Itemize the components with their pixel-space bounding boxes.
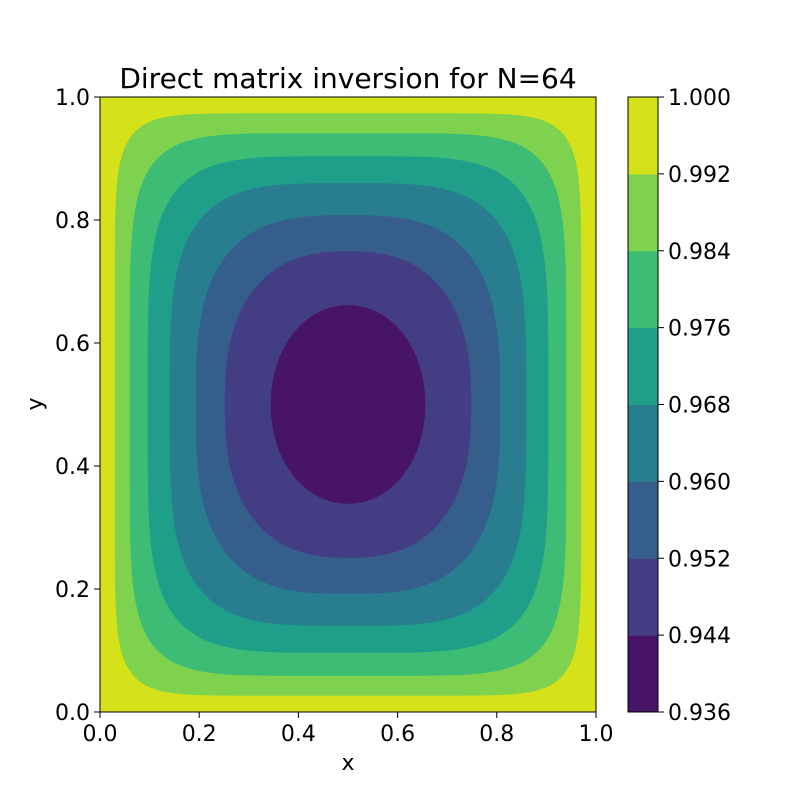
- colorbar-tick-label: 0.968: [668, 394, 731, 419]
- colorbar-tick-label: 0.984: [668, 240, 731, 265]
- x-tick-label: 0.8: [479, 722, 514, 747]
- colorbar-segments: [628, 97, 658, 713]
- x-axis-label: x: [341, 751, 354, 776]
- colorbar-segment: [628, 481, 658, 559]
- y-tick-label: 0.8: [55, 209, 90, 234]
- plot-area: [99, 96, 597, 713]
- contour-band-7: [270, 305, 426, 504]
- y-tick-label: 1.0: [55, 86, 90, 111]
- chart-title: Direct matrix inversion for N=64: [119, 62, 576, 95]
- colorbar-segment: [628, 97, 658, 175]
- y-tick-label: 0.4: [55, 455, 90, 480]
- colorbar-segment: [628, 173, 658, 252]
- colorbar-segment: [628, 404, 658, 482]
- colorbar-tick-label: 1.000: [668, 86, 731, 111]
- colorbar-tick-label: 0.976: [668, 317, 731, 342]
- colorbar-tick-label: 0.992: [668, 163, 731, 188]
- colorbar-segment: [628, 635, 658, 713]
- colorbar-tick-label: 0.960: [668, 470, 731, 495]
- colorbar-tick-label: 0.944: [668, 624, 731, 649]
- colorbar-segment: [628, 327, 658, 405]
- colorbar-segment: [628, 558, 658, 636]
- x-tick-label: 0.0: [83, 722, 118, 747]
- plot-frame: [99, 96, 597, 713]
- contour-bands: [114, 113, 582, 696]
- y-axis-ticks: 0.0 0.2 0.4 0.6 0.8 1.0: [55, 86, 100, 726]
- x-tick-label: 0.2: [182, 722, 217, 747]
- y-tick-label: 0.2: [55, 578, 90, 603]
- x-tick-label: 0.4: [281, 722, 316, 747]
- x-axis-ticks: 0.0 0.2 0.4 0.6 0.8 1.0: [83, 712, 614, 747]
- colorbar: 0.936 0.944 0.952 0.960 0.968 0.976 0.984 0.992…: [627, 86, 731, 726]
- y-axis-label: y: [23, 397, 48, 410]
- colorbar-segment: [628, 250, 658, 329]
- colorbar-tick-label: 0.936: [668, 701, 731, 726]
- x-tick-label: 1.0: [579, 722, 614, 747]
- y-tick-label: 0.6: [55, 332, 90, 357]
- x-tick-label: 0.6: [380, 722, 415, 747]
- y-tick-label: 0.0: [55, 701, 90, 726]
- colorbar-tick-label: 0.952: [668, 547, 731, 572]
- colorbar-ticks: 0.936 0.944 0.952 0.960 0.968 0.976 0.984 0.992…: [658, 86, 731, 726]
